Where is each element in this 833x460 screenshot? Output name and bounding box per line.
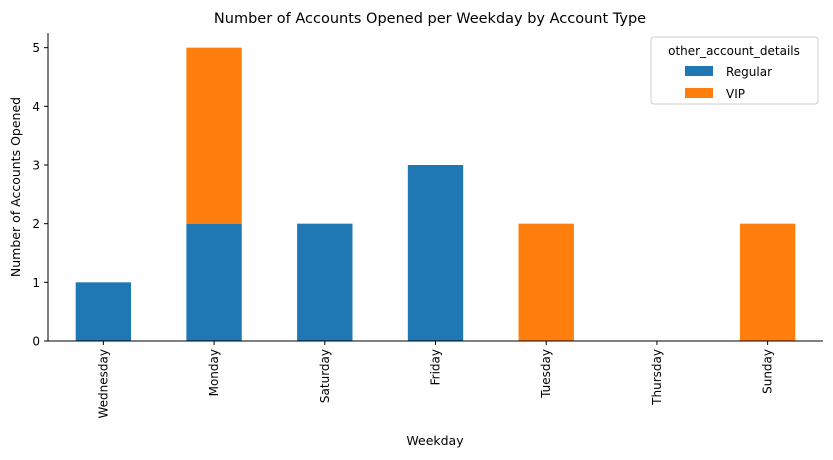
legend-label-vip: VIP bbox=[726, 87, 745, 101]
y-tick-label: 0 bbox=[32, 335, 40, 349]
x-tick-label-tuesday: Tuesday bbox=[539, 349, 553, 399]
legend-items: Regular VIP bbox=[685, 65, 772, 101]
bar-regular-friday bbox=[407, 165, 464, 341]
bar-vip-monday bbox=[186, 47, 242, 224]
y-tick-label: 5 bbox=[32, 41, 40, 55]
x-tick-label-friday: Friday bbox=[429, 349, 443, 385]
y-tick-label: 4 bbox=[32, 100, 40, 114]
x-tick-label-sunday: Sunday bbox=[761, 349, 775, 394]
bar-regular-saturday bbox=[297, 223, 353, 341]
bar-vip-tuesday bbox=[518, 223, 574, 341]
y-tick-label: 3 bbox=[32, 159, 40, 173]
y-tick-label: 1 bbox=[32, 276, 40, 290]
x-tick-label-monday: Monday bbox=[207, 349, 221, 396]
x-tick-label-wednesday: Wednesday bbox=[96, 349, 110, 418]
y-axis-ticks: 0 1 2 3 4 5 bbox=[32, 41, 48, 349]
y-tick-label: 2 bbox=[32, 217, 40, 231]
bar-regular-monday bbox=[186, 223, 242, 341]
x-axis-label: Weekday bbox=[406, 433, 464, 448]
y-axis-label: Number of Accounts Opened bbox=[8, 97, 23, 277]
bars-group bbox=[75, 47, 796, 341]
legend-frame bbox=[650, 36, 819, 105]
legend-title: other_account_details bbox=[668, 44, 800, 58]
bar-regular-wednesday bbox=[75, 282, 132, 341]
x-tick-label-saturday: Saturday bbox=[318, 349, 332, 403]
x-tick-label-thursday: Thursday bbox=[650, 349, 664, 406]
bar-vip-sunday bbox=[739, 223, 796, 341]
legend: other_account_details Regular VIP bbox=[650, 36, 819, 105]
chart-title: Number of Accounts Opened per Weekday by… bbox=[214, 11, 646, 27]
legend-swatch-regular bbox=[685, 66, 713, 76]
legend-swatch-vip bbox=[685, 88, 713, 98]
legend-label-regular: Regular bbox=[726, 65, 772, 79]
x-axis-ticks: Wednesday Monday Saturday Friday Tuesday Thur… bbox=[96, 341, 775, 418]
